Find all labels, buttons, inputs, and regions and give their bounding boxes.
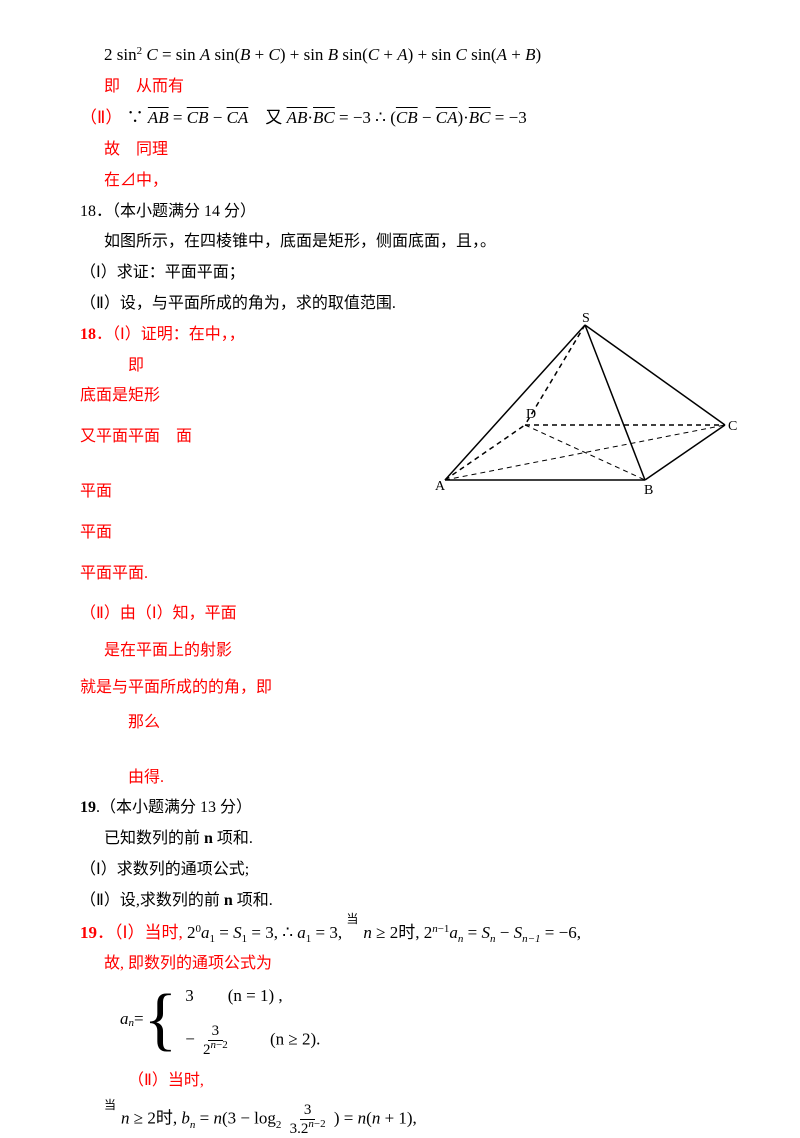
q18-heading: 18．（本小题满分 14 分） [80, 198, 750, 227]
a18-p2-5: 由得. [128, 764, 750, 793]
a18-l5: 平面平面. [80, 560, 750, 589]
q18-part1: （Ⅰ）求证：平面平面； [80, 259, 750, 288]
negative-sign: − [185, 1029, 195, 1048]
a19-p2-label: （Ⅱ）当时, [128, 1067, 750, 1096]
piecewise-formula: an = { 3 (n = 1) , − 3 2n−2 (n ≥ 2). [120, 981, 320, 1059]
a18-l4: 平面 [80, 519, 750, 548]
label-b: B [644, 483, 653, 498]
label-c: C [728, 419, 737, 434]
q19-part2: （Ⅱ）设,求数列的前 n 项和. [80, 887, 750, 916]
a18-p2-1: （Ⅱ）由（Ⅰ）知，平面 [80, 600, 750, 629]
q19-part1: （Ⅰ）求数列的通项公式; [80, 856, 750, 885]
a18-p2-4: 那么 [128, 709, 750, 738]
label-s: S [582, 311, 590, 326]
a18-p2-3: 就是与平面所成的的角，即 [80, 674, 750, 703]
a18-p2-2: 是在平面上的射影 [104, 637, 750, 666]
label-d: D [526, 407, 536, 422]
q18-description: 如图所示，在四棱锥中，底面是矩形，侧面底面，且，。 [104, 228, 750, 257]
a19-line1: 19．（Ⅰ）当时, 20a1 = S1 = 3, ∴ a1 = 3, 当 n ≥… [80, 918, 750, 949]
a19-bn-equation: 当 n ≥ 2时, bn = n(3 − log2 3 3.2n−2 ) = n… [104, 1101, 750, 1138]
label-a: A [435, 479, 446, 494]
pyramid-diagram: S A B C D [430, 310, 740, 500]
text-zai-triangle: 在⊿中， [104, 167, 750, 196]
text-gu-tongli: 故 同理 [104, 136, 750, 165]
equation-1: 2 sin2 C = sin A sin(B + C) + sin B sin(… [104, 40, 750, 71]
q19-description: 已知数列的前 n 项和. [104, 825, 750, 854]
q19-heading: 19.（本小题满分 13 分） [80, 794, 750, 823]
text-ji-conghui: 即 从而有 [104, 73, 750, 102]
a19-l2: 故, 即数列的通项公式为 [104, 950, 750, 979]
equation-2: （Ⅱ） ∵ AB = CB − CA 又 AB·BC = −3 ∴ (CB − … [80, 103, 750, 134]
